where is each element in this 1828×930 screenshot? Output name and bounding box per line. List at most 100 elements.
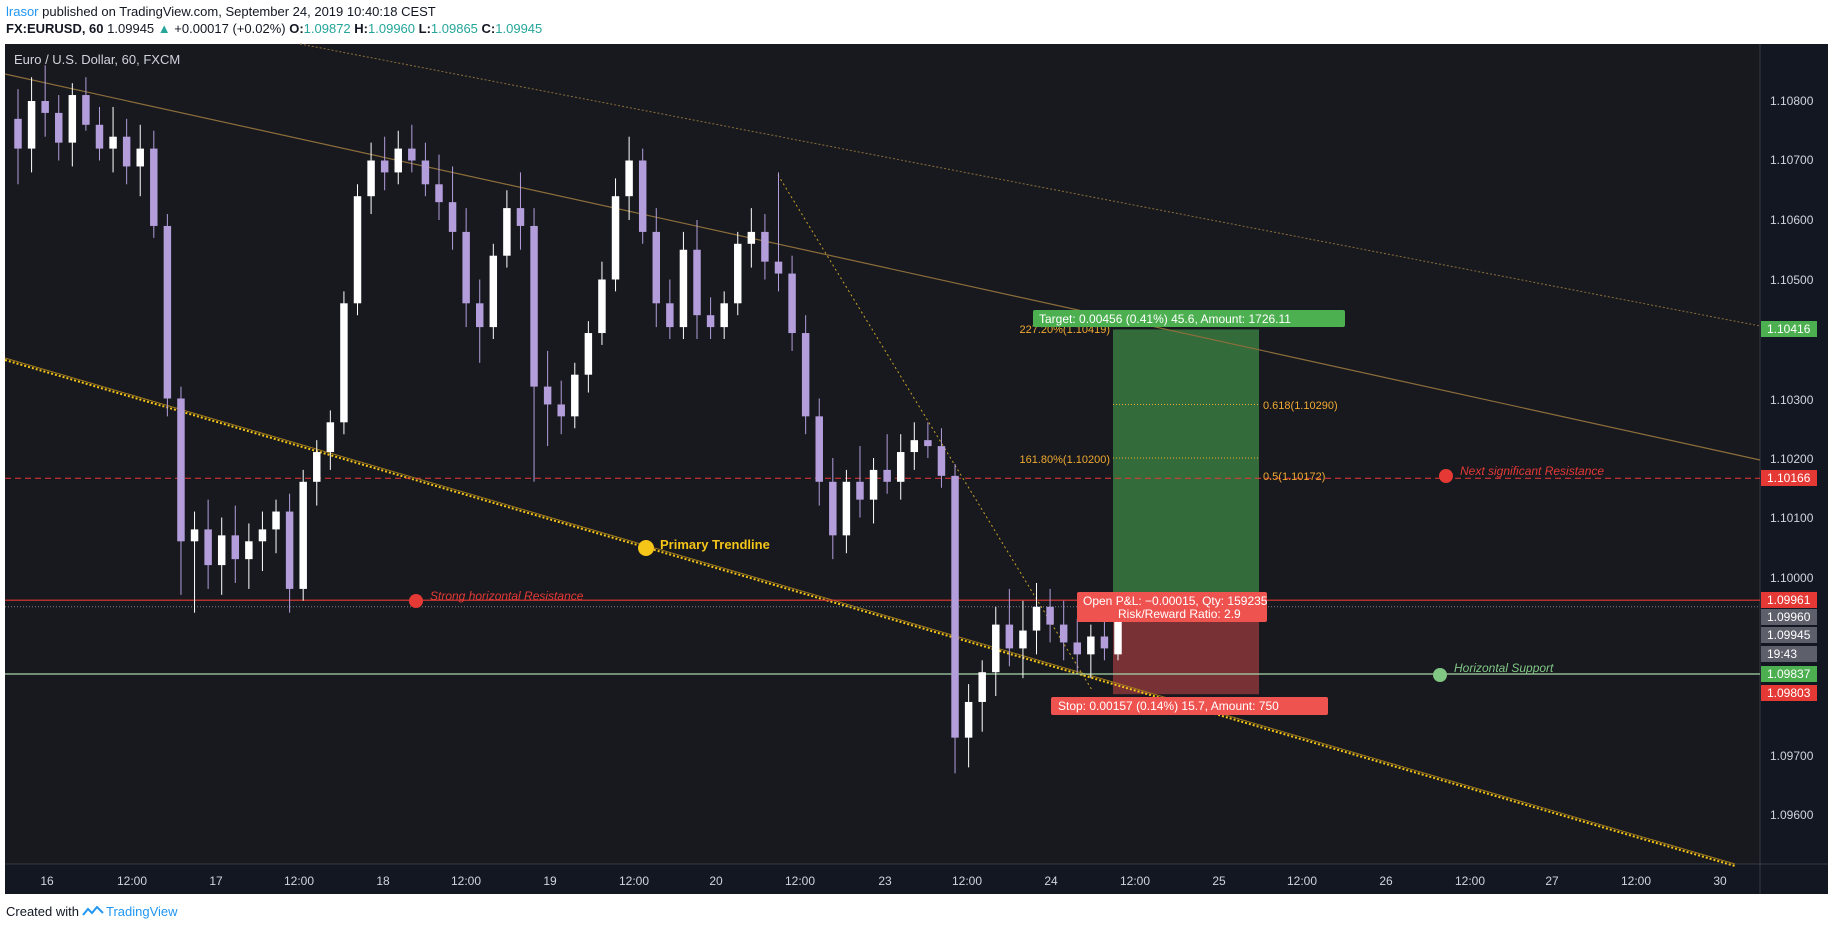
candle	[272, 499, 280, 554]
candle	[801, 315, 810, 435]
candle-body	[380, 160, 389, 173]
candle-body	[1087, 636, 1095, 655]
chart-title: Euro / U.S. Dollar, 60, FXCM	[14, 52, 180, 67]
candle	[937, 428, 946, 488]
candle	[557, 380, 565, 435]
candle	[217, 517, 226, 595]
candle-body	[1046, 606, 1054, 625]
price-change: +0.00017 (+0.02%)	[174, 21, 286, 36]
stop-label: Stop: 0.00157 (0.14%) 15.7, Amount: 750	[1058, 699, 1279, 713]
target-label-box[interactable]	[1033, 310, 1345, 327]
candle-body	[1114, 612, 1122, 655]
candle	[150, 130, 158, 238]
price-tick-label: 1.10700	[1770, 153, 1814, 167]
candle	[14, 89, 22, 185]
candle	[964, 684, 973, 768]
candle-body	[964, 701, 973, 738]
candle	[475, 279, 484, 363]
candle-body	[734, 243, 742, 304]
fib-diagonal-line[interactable]	[777, 174, 1093, 691]
candle-body	[543, 386, 552, 405]
time-tick-label: 16	[40, 874, 54, 888]
candle	[638, 148, 647, 244]
time-tick-label: 12:00	[1455, 874, 1485, 888]
time-tick-label: 12:00	[1621, 874, 1651, 888]
tradingview-link[interactable]: TradingView	[82, 904, 178, 919]
candle-body	[951, 475, 959, 738]
candle-body	[82, 95, 90, 125]
low-value: 1.09865	[430, 21, 478, 36]
price-tick-label: 1.09600	[1770, 808, 1814, 822]
time-tick-label: 25	[1212, 874, 1226, 888]
strong-resistance-label: Strong horizontal Resistance	[430, 589, 584, 603]
candle-body	[924, 440, 932, 447]
candle	[489, 243, 498, 339]
target-zone[interactable]	[1113, 329, 1259, 601]
candle	[1046, 588, 1054, 643]
author-link[interactable]: lrasor	[6, 4, 39, 19]
candle	[530, 208, 538, 482]
candle	[720, 291, 728, 339]
candle	[503, 190, 511, 268]
candle-body	[625, 160, 633, 197]
price-tick-label: 1.10300	[1770, 393, 1814, 407]
open-value: 1.09872	[303, 21, 351, 36]
candle-body	[869, 469, 878, 500]
candle-body	[666, 303, 674, 328]
candle	[883, 434, 891, 494]
candle-body	[190, 529, 199, 542]
candle-body	[788, 273, 796, 334]
candle-body	[978, 672, 986, 702]
candle-body	[937, 446, 946, 476]
price-marker-box	[1761, 592, 1817, 608]
strong-resistance-marker[interactable]	[409, 594, 423, 608]
candle-body	[638, 160, 647, 232]
tradingview-logo-icon	[82, 905, 104, 916]
stop-label-box[interactable]	[1051, 697, 1328, 715]
primary-trendline[interactable]	[4, 359, 1736, 867]
candle-body	[245, 541, 253, 560]
fib-label: 0.5(1.10172)	[1263, 471, 1325, 483]
candle-body	[475, 303, 484, 328]
primary-trendline-marker[interactable]	[638, 540, 654, 556]
candle	[896, 434, 905, 500]
candle	[258, 511, 267, 572]
candle-body	[557, 404, 565, 417]
tradingview-brand: TradingView	[105, 904, 178, 919]
price-axis[interactable]: 1.10800 1.10700 1.10600 1.10500 1.10300 1.102…	[1761, 94, 1817, 822]
price-tick-label: 1.09700	[1770, 749, 1814, 763]
candle-body	[693, 249, 701, 316]
candle-body	[1032, 606, 1041, 631]
candle	[1073, 618, 1081, 673]
price-marker-box	[1761, 666, 1817, 682]
next-resistance-marker[interactable]	[1439, 469, 1453, 483]
symbol-name: FX:EURUSD, 60	[6, 21, 104, 36]
price-marker-box	[1761, 646, 1817, 662]
pnl-label-box[interactable]	[1077, 592, 1267, 622]
candle-body	[448, 202, 457, 232]
candle-body	[1100, 636, 1109, 649]
candle	[584, 321, 593, 393]
candle-body	[421, 160, 430, 185]
candle	[1059, 600, 1068, 661]
candle	[27, 77, 36, 173]
candle	[869, 458, 878, 524]
plot-area[interactable]	[5, 44, 1760, 864]
candle-body	[136, 148, 144, 167]
time-tick-label: 12:00	[117, 874, 147, 888]
horizontal-support-marker[interactable]	[1433, 668, 1447, 682]
position-zones	[1113, 329, 1259, 695]
time-tick-label: 30	[1713, 874, 1727, 888]
candle	[367, 142, 375, 215]
fib-label: 0.618(1.10290)	[1263, 400, 1338, 412]
candle-body	[679, 249, 688, 328]
candle-body	[299, 481, 307, 589]
open-label: O:	[289, 21, 304, 36]
time-axis[interactable]: 16 12:00 17 12:00 18 12:00 19 12:00 20 12:00 23 12:…	[40, 874, 1727, 888]
candle	[693, 220, 701, 339]
horizontal-support-label: Horizontal Support	[1454, 661, 1554, 675]
candle-body	[801, 333, 810, 417]
candle-body	[883, 469, 891, 482]
channel-upper-line[interactable]	[4, 73, 1761, 461]
